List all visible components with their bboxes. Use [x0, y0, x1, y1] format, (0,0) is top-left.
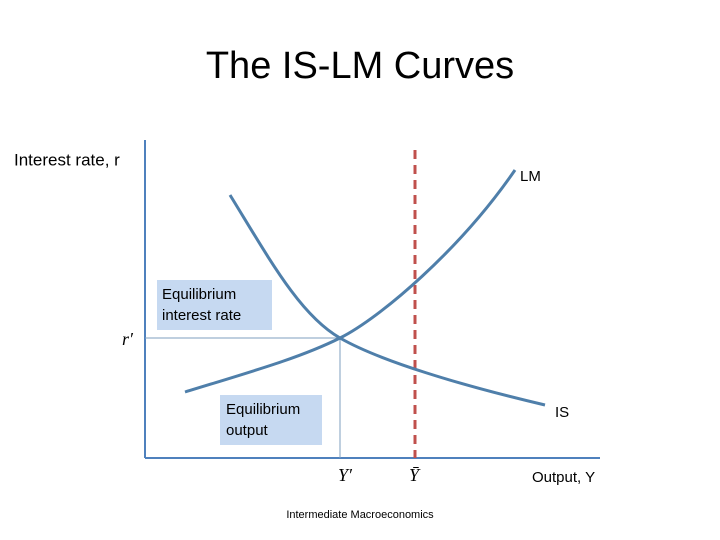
footer: Intermediate Macroeconomics — [286, 509, 434, 521]
callout-text: Equilibrium — [226, 401, 300, 418]
callout-box — [157, 280, 272, 330]
y-eq-label: Y′ — [338, 465, 353, 485]
x-axis-label: Output, Y — [532, 469, 595, 486]
callout-box — [220, 395, 322, 445]
callout-text: Equilibrium — [162, 286, 236, 303]
title: The IS-LM Curves — [206, 45, 514, 87]
is-curve — [228, 194, 546, 407]
callout-text: output — [226, 422, 269, 439]
is-label: IS — [555, 404, 569, 421]
lm-curve — [184, 169, 517, 394]
r-eq-label: r′ — [122, 329, 134, 349]
y-axis-label: Interest rate, r — [14, 150, 120, 169]
y-bar-label: Ȳ — [409, 465, 421, 485]
lm-label: LM — [520, 168, 541, 185]
callout-text: interest rate — [162, 307, 241, 324]
